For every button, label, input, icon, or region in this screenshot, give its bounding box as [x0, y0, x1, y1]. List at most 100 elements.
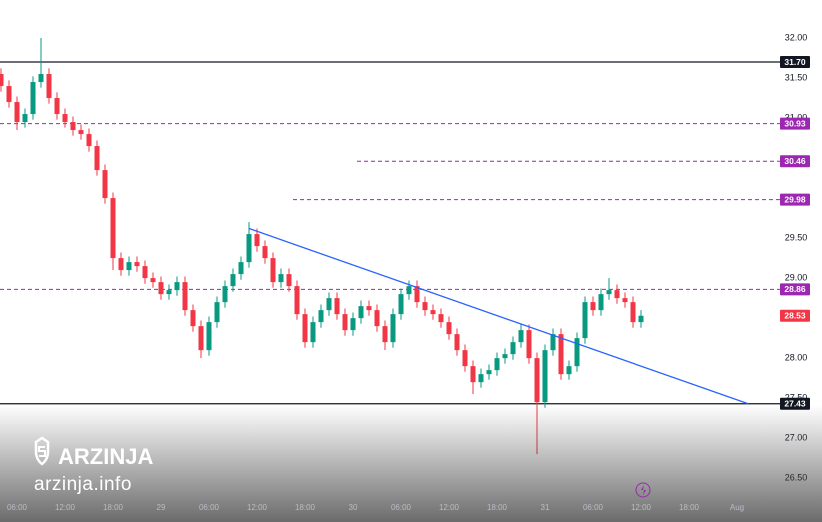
price-tag: [780, 309, 810, 322]
candle-body: [350, 318, 356, 331]
candle-body: [134, 262, 140, 267]
y-tick-label: 27.50: [785, 393, 808, 403]
candle-body: [486, 370, 492, 375]
candle-body: [78, 130, 84, 135]
candle-body: [174, 282, 180, 291]
candle-body: [494, 358, 500, 371]
candle-body: [438, 314, 444, 323]
candle-body: [574, 338, 580, 367]
x-tick-label: 29: [157, 503, 166, 512]
candle-body: [294, 286, 300, 315]
y-tick-label: 29.50: [785, 232, 808, 242]
price-tag-label: 30.46: [784, 156, 806, 166]
candle-body: [102, 170, 108, 199]
candle-body: [462, 350, 468, 367]
candle-body: [302, 314, 308, 343]
candle-body: [6, 86, 12, 103]
candle-body: [454, 334, 460, 351]
x-tick-label: 18:00: [487, 503, 508, 512]
x-tick-label: 18:00: [679, 503, 700, 512]
candle-body: [358, 306, 364, 319]
replay-icon[interactable]: [635, 482, 651, 498]
candle-body: [502, 354, 508, 359]
candle-body: [526, 330, 532, 359]
candle-body: [598, 294, 604, 311]
candle-body: [326, 298, 332, 311]
candle-body: [542, 350, 548, 403]
candle-body: [54, 98, 60, 115]
y-tick-label: 29.00: [785, 272, 808, 282]
candle-body: [190, 310, 196, 327]
x-tick-label: 12:00: [247, 503, 268, 512]
candle-body: [342, 314, 348, 331]
candle-body: [198, 326, 204, 351]
candle-body: [126, 262, 132, 271]
candle-body: [398, 294, 404, 315]
candle-body: [590, 302, 596, 311]
candle-body: [630, 302, 636, 323]
plot: 26.5027.0027.5028.0029.0029.5031.0031.50…: [0, 32, 808, 483]
price-tag: [780, 56, 810, 69]
candle-body: [110, 198, 116, 259]
candle-body: [446, 322, 452, 335]
candle-body: [430, 310, 436, 315]
x-tick-label: 06:00: [199, 503, 220, 512]
brand: ARZINJA: [58, 444, 153, 469]
candle-body: [118, 258, 124, 271]
candle-body: [222, 286, 228, 303]
y-tick-label: 28.00: [785, 353, 808, 363]
candle-body: [278, 274, 284, 283]
candle-body: [230, 274, 236, 287]
price-tag: [780, 117, 810, 130]
price-tag-label: 30.93: [784, 118, 806, 128]
candle-body: [62, 114, 68, 123]
x-tick-label: 12:00: [631, 503, 652, 512]
candle-body: [606, 290, 612, 295]
overlay: 06:00 12:00 18:00 29 06:00 12:00 18:00 30 06:00 1…: [7, 56, 810, 512]
y-tick-label: 32.00: [785, 32, 808, 42]
candle-body: [142, 266, 148, 279]
candle-body: [22, 114, 28, 123]
price-tag: [780, 283, 810, 296]
candle-body: [158, 282, 164, 295]
price-tag-label: 28.53: [784, 310, 806, 320]
candle-body: [382, 326, 388, 343]
candle-body: [262, 246, 268, 259]
y-tick-label: 31.00: [785, 112, 808, 122]
candle-body: [270, 258, 276, 283]
candle-body: [30, 82, 36, 115]
candle-body: [558, 334, 564, 375]
x-tick-label: 06:00: [7, 503, 28, 512]
candle-body: [70, 122, 76, 131]
candle-body: [0, 74, 4, 87]
watermark-shade: [0, 405, 822, 522]
price-tag-label: 27.43: [784, 399, 806, 409]
candle-body: [534, 358, 540, 403]
price-tag-label: 31.70: [784, 57, 806, 67]
candle-body: [182, 282, 188, 311]
candle-body: [374, 310, 380, 327]
candle-body: [150, 278, 156, 283]
price-tag: [780, 397, 810, 410]
candle-body: [638, 315, 644, 323]
candle-body: [166, 290, 172, 295]
x-tick-label: 12:00: [55, 503, 76, 512]
candle-body: [318, 310, 324, 323]
price-tag-label: 29.98: [784, 194, 806, 204]
logo: [34, 436, 50, 466]
x-tick-label: 18:00: [103, 503, 124, 512]
x-tick-label: Aug: [730, 503, 744, 512]
candle-body: [478, 374, 484, 383]
candle-body: [366, 306, 372, 311]
candle-body: [254, 234, 260, 247]
x-tick-label: 30: [349, 503, 358, 512]
candle-body: [550, 334, 556, 351]
candle-body: [286, 274, 292, 287]
x-tick-label: 06:00: [583, 503, 604, 512]
candle-body: [614, 290, 620, 299]
candle-body: [214, 302, 220, 323]
site: arzinja.info: [34, 474, 132, 495]
x-tick-label: 06:00: [391, 503, 412, 512]
candle-body: [46, 74, 52, 99]
